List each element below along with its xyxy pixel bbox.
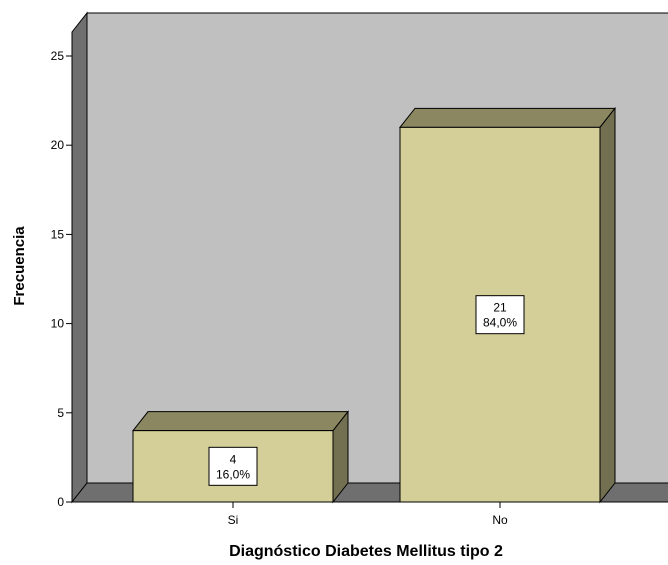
y-tick-label: 5 [57,406,64,420]
side-wall [71,11,88,504]
x-axis: Si No [72,501,668,527]
data-label-percent: 16,0% [216,467,250,481]
data-label-count: 21 [493,301,507,315]
y-tick-label: 10 [51,317,65,331]
y-axis: 0 5 10 15 20 25 [51,32,73,509]
bar-side [599,106,616,504]
y-tick-label: 0 [57,495,64,509]
data-label-percent: 84,0% [483,316,517,330]
x-axis-title: Diagnóstico Diabetes Mellitus tipo 2 [229,543,503,560]
y-tick-label: 25 [51,49,65,63]
bar-top [131,411,350,432]
bar-top [398,107,617,128]
y-tick-label: 20 [51,138,65,152]
x-tick-label: No [492,513,508,527]
y-axis-title: Frecuencia [11,226,28,306]
data-label-count: 4 [230,452,237,466]
y-tick-label: 15 [51,227,65,241]
bar-si: 416,0% [131,410,350,504]
x-tick-label: Si [228,513,239,527]
data-label-box [475,295,525,335]
data-label-box [208,446,258,486]
